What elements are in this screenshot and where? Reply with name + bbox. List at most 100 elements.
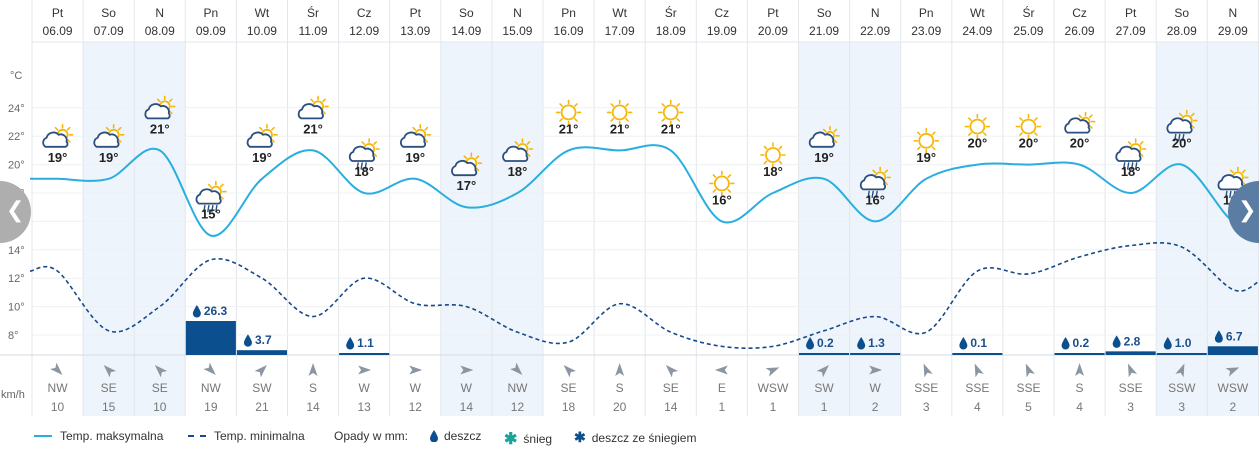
rain-snow-icon: ✱ [574,429,586,445]
wind-direction: S [616,381,624,395]
wind-arrow-icon [1075,363,1085,376]
day-date: 26.09 [1065,24,1095,38]
wind-arrow-icon [50,362,63,375]
weekend-band [440,42,492,416]
precip-label: 0.2 [1073,336,1090,350]
wind-arrow-icon [1225,367,1240,377]
legend: Temp. maksymalna Temp. minimalna Opady w… [0,424,1259,450]
drizzle-icon [859,166,891,199]
wind-arrow-icon [714,365,728,375]
wind-direction: SE [152,381,168,395]
wind-arrow-icon [1127,363,1138,378]
wind-direction: SE [663,381,679,395]
max-temp-label: 21° [303,121,323,136]
day-date: 16.09 [554,24,584,38]
snowflake-icon: ✱ [504,431,518,448]
max-temp-label: 15° [201,207,221,222]
wind-direction: SE [101,381,117,395]
legend-precip: Opady w mm: [334,429,408,443]
wind-arrow-icon [203,362,216,375]
wind-speed: 21 [255,400,269,414]
precip-bar [1054,353,1105,355]
wind-arrow-icon [563,365,576,378]
precip-label: 1.1 [357,336,374,350]
max-temp-label: 17° [457,178,477,193]
precip-label: 0.1 [970,336,987,350]
max-temp-label: 19° [814,150,834,165]
wind-arrow-icon [308,363,318,376]
wind-speed: 18 [562,400,576,414]
precip-bar [1207,346,1258,355]
wind-unit: km/h [1,389,25,401]
day-date: 20.09 [758,24,788,38]
wind-arrow-icon [510,362,523,375]
legend-min: Temp. minimalna [188,429,305,443]
wind-speed: 14 [460,400,474,414]
max-temp-label: 21° [150,121,170,136]
grid-lines [0,0,1259,416]
partly-cloudy-icon [246,124,278,148]
day-date: 17.09 [605,24,635,38]
wind-arrow-icon [409,365,423,375]
day-date: 18.09 [656,24,686,38]
day-name: So [817,6,832,20]
sunny-icon [1015,113,1042,140]
wind-speed: 2 [872,400,879,414]
wind-speed: 20 [613,400,627,414]
wind-direction: S [309,381,317,395]
day-date: 28.09 [1167,24,1197,38]
legend-rain-label: deszcz [444,429,482,443]
max-temp-label: 18° [1121,164,1141,179]
wind-speed: 10 [153,400,167,414]
day-date: 19.09 [707,24,737,38]
weekend-bands [83,42,1259,416]
day-name: Cz [715,6,730,20]
weather-icons [42,95,1249,213]
weekend-band [491,42,543,416]
legend-max: Temp. maksymalna [34,429,163,443]
max-temp-label: 18° [763,164,783,179]
max-temp-label: 19° [405,150,425,165]
raindrop-icon [346,337,355,350]
day-date: 08.09 [145,24,175,38]
wind-speed: 1 [770,400,777,414]
drizzle-icon [1166,109,1198,142]
wind-speed: 5 [1025,400,1032,414]
sunny-icon [555,99,582,126]
day-date: 09.09 [196,24,226,38]
wind-arrow-icon [358,365,372,375]
sunny-icon [657,99,684,126]
wind-direction: W [461,381,473,395]
wind-direction: NW [507,381,528,395]
raindrop-icon [243,334,252,347]
raindrop-icon [192,305,201,318]
y-tick-label: 14° [8,245,25,257]
legend-snow-label: śnieg [523,432,553,446]
wind-speed: 4 [974,400,981,414]
partly-cloudy-icon [399,124,432,148]
day-date: 15.09 [502,24,532,38]
legend-precip-title: Opady w mm: [334,429,409,443]
y-axis-unit: °C [10,70,22,82]
raindrop-icon [959,337,968,350]
sunny-icon [913,128,940,154]
weekend-band [83,42,135,416]
wind-direction: SSE [965,381,989,395]
wind-direction: W [358,381,370,395]
partly-cloudy-icon [144,95,176,120]
precip-bar [236,350,287,355]
legend-mix: ✱ deszcz ze śniegiem [574,429,696,446]
chevron-right-icon: ❯ [1238,198,1257,223]
wind-arrow-icon [1175,363,1185,378]
wind-speed: 14 [306,400,320,414]
precip-label: 2.8 [1124,334,1141,348]
wind-speed: 3 [1178,400,1185,414]
day-name: N [1229,6,1238,20]
y-tick-label: 22° [8,131,25,143]
legend-min-label: Temp. minimalna [214,429,305,443]
min-temp-line [29,242,1259,350]
precip-label: 1.3 [868,336,885,350]
sunny-icon [760,142,786,168]
wind-speed: 13 [357,400,371,414]
wind-direction: WSW [1218,381,1249,395]
